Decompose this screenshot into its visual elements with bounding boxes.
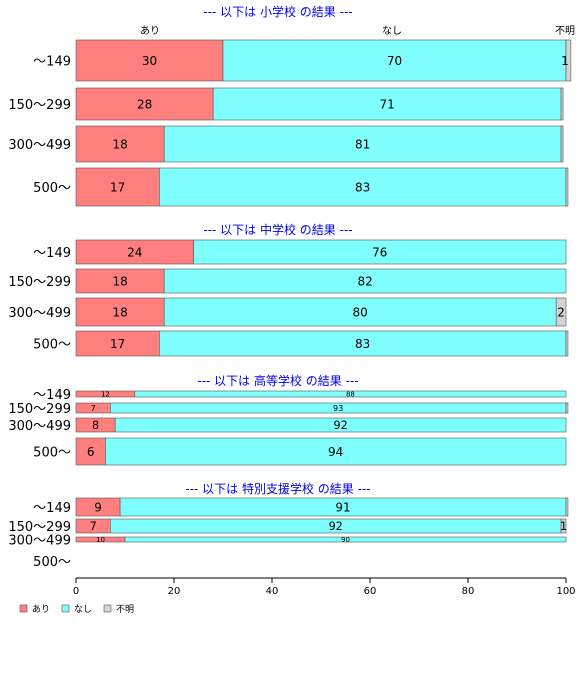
top-category-label-2: 不明 (555, 25, 575, 37)
bar-segment-fumei (565, 39, 572, 82)
x-tick-label: 100 (556, 586, 575, 597)
bar-segment-ari (75, 239, 194, 265)
data-label: 93 (333, 404, 343, 413)
x-tick-label: 60 (364, 586, 377, 597)
data-label: 17 (110, 180, 125, 194)
row-label: ～149 (33, 501, 71, 516)
bar-segment-ari (75, 39, 224, 82)
data-label: 94 (328, 445, 343, 459)
bar-segment-fumei (555, 297, 567, 327)
row-label: 300～499 (8, 306, 71, 321)
group-title-2: --- 以下は 高等学校 の結果 --- (197, 373, 358, 388)
bar-segment-fumei (565, 330, 569, 357)
x-tick-label: 20 (168, 586, 181, 597)
data-label: 7 (91, 404, 96, 413)
row-label: 150～299 (8, 520, 71, 535)
data-label: 90 (341, 536, 350, 544)
data-label: 92 (329, 520, 343, 533)
bar-segment-fumei (565, 497, 569, 517)
row-label: ～149 (33, 246, 71, 261)
bar-segment-fumei (560, 518, 567, 534)
legend-label: 不明 (116, 604, 134, 615)
bar-segment-nashi (193, 239, 567, 265)
row-label: 150～299 (8, 98, 71, 113)
data-label: 17 (110, 337, 125, 351)
data-label: 76 (372, 245, 387, 259)
bar-segment-nashi (159, 330, 567, 357)
row-label: 500～ (33, 338, 71, 353)
data-label: 71 (380, 97, 395, 111)
data-label: 88 (346, 391, 355, 399)
data-label: 28 (137, 97, 152, 111)
x-tick-label: 80 (462, 586, 475, 597)
row-label: 150～299 (8, 402, 71, 417)
bar-segment-nashi (134, 390, 567, 398)
bar-segment-nashi (163, 268, 567, 294)
data-label: 1 (561, 54, 569, 68)
data-label: 80 (353, 305, 368, 319)
bar-segment-ari (75, 167, 160, 207)
group-title-3: --- 以下は 特別支援学校 の結果 --- (185, 481, 370, 496)
bar-segment-nashi (105, 437, 567, 466)
data-label: 2 (557, 305, 565, 319)
row-label: 500～ (33, 555, 71, 570)
data-label: 30 (142, 54, 157, 68)
bar-segment-ari (75, 125, 165, 163)
data-label: 18 (112, 274, 127, 288)
data-label: 83 (355, 180, 370, 194)
data-label: 10 (96, 536, 105, 544)
data-label: 24 (127, 245, 142, 259)
bar-segment-nashi (222, 39, 567, 82)
row-label: 500～ (33, 181, 71, 196)
legend-swatch (19, 604, 28, 613)
bar-segment-nashi (163, 297, 557, 327)
data-label: 91 (335, 500, 350, 514)
data-label: 1 (560, 520, 567, 533)
legend-label: なし (74, 604, 92, 615)
x-tick-label: 0 (73, 586, 79, 597)
bar-segment-fumei (560, 125, 564, 163)
bar-segment-nashi (212, 87, 562, 121)
x-tick-label: 40 (266, 586, 279, 597)
bar-segment-nashi (163, 125, 562, 163)
bar-segment-fumei (565, 402, 569, 414)
data-label: 70 (387, 54, 402, 68)
bar-segment-fumei (565, 167, 569, 207)
bar-segment-nashi (114, 417, 567, 433)
data-label: 8 (92, 419, 99, 432)
data-label: 12 (101, 391, 110, 399)
legend-label: あり (32, 604, 50, 615)
bar-segment-ari (75, 330, 160, 357)
row-label: 500～ (33, 446, 71, 461)
legend-swatch (61, 604, 70, 613)
bar-segment-ari (75, 297, 165, 327)
row-label: 300～499 (8, 419, 71, 434)
bar-segment-fumei (560, 87, 564, 121)
data-label: 7 (90, 520, 97, 533)
bar-segment-nashi (124, 536, 567, 543)
row-label: 300～499 (8, 534, 71, 549)
data-label: 6 (87, 445, 95, 459)
data-label: 18 (112, 305, 127, 319)
row-label: ～149 (33, 388, 71, 403)
data-label: 9 (94, 500, 102, 514)
row-label: 300～499 (8, 138, 71, 153)
bar-segment-ari (75, 268, 165, 294)
data-label: 82 (357, 274, 372, 288)
data-label: 92 (333, 419, 347, 432)
group-title-1: --- 以下は 中学校 の結果 --- (203, 222, 352, 237)
top-category-label-1: なし (382, 25, 402, 37)
row-label: ～149 (33, 55, 71, 70)
group-title-0: --- 以下は 小学校 の結果 --- (203, 4, 352, 19)
data-label: 81 (355, 137, 370, 151)
top-category-label-0: あり (140, 25, 160, 37)
legend-swatch (103, 604, 112, 613)
row-label: 150～299 (8, 275, 71, 290)
data-label: 18 (112, 137, 127, 151)
bar-segment-nashi (159, 167, 567, 207)
data-label: 83 (355, 337, 370, 351)
